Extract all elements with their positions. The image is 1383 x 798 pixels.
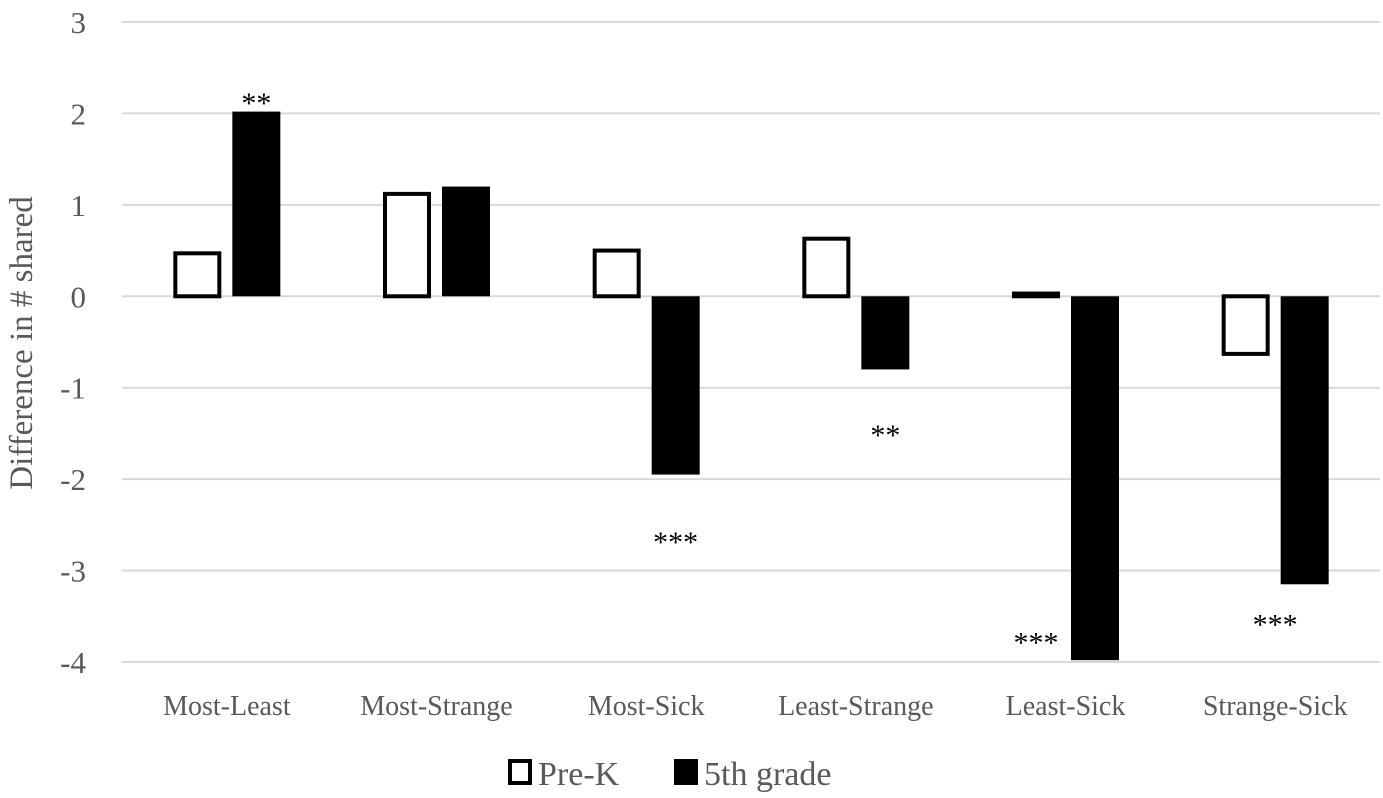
bar-prek — [1221, 294, 1270, 356]
significance-label: ** — [241, 87, 271, 120]
x-category-label: Most-Least — [163, 691, 291, 722]
legend-label: Pre-K — [538, 756, 620, 793]
bar-prek — [383, 191, 431, 299]
bar-5th-grade — [861, 296, 910, 370]
significance-label: *** — [653, 526, 698, 559]
significance-label: ** — [870, 419, 900, 452]
y-axis-ticks: 3 2 1 0 -1 -2 -3 -4 — [60, 5, 86, 680]
bar-5th-grade — [232, 111, 281, 297]
bar-prek — [592, 248, 641, 299]
bar-5th-grade — [1280, 296, 1329, 585]
x-category-label: Most-Sick — [588, 691, 705, 722]
bar-5th-grade — [651, 296, 700, 475]
bar-prek — [173, 251, 222, 299]
significance-label: *** — [1014, 627, 1059, 660]
significance-label: *** — [1253, 608, 1298, 641]
x-category-label: Least-Sick — [1006, 691, 1126, 722]
bar-prek — [802, 236, 851, 299]
y-tick-label: 1 — [71, 188, 87, 223]
legend-swatch-5th-grade — [674, 759, 698, 785]
y-tick-label: 3 — [71, 5, 87, 40]
y-tick-label: 0 — [71, 279, 87, 314]
y-tick-label: -1 — [60, 371, 86, 406]
y-axis-title: Difference in # shared — [4, 196, 40, 490]
gridlines — [122, 21, 1380, 663]
x-category-label: Strange-Sick — [1203, 691, 1348, 722]
x-category-label: Least-Strange — [778, 691, 934, 722]
legend-swatch-prek — [508, 759, 532, 785]
x-axis-category-labels: Most-Least Most-Strange Most-Sick Least-Str… — [163, 691, 1347, 722]
x-category-label: Most-Strange — [360, 691, 512, 722]
significance-annotations: ************* — [241, 87, 1297, 659]
y-tick-label: -4 — [60, 645, 86, 680]
y-tick-label: -2 — [60, 462, 86, 497]
legend-label: 5th grade — [704, 756, 831, 793]
bar-prek — [1012, 291, 1060, 299]
bar-5th-grade — [1071, 296, 1119, 661]
bars — [173, 111, 1329, 661]
legend: Pre-K 5th grade — [508, 756, 831, 793]
bar-5th-grade — [442, 186, 490, 297]
y-tick-label: 2 — [71, 96, 87, 131]
y-tick-label: -3 — [60, 554, 86, 589]
